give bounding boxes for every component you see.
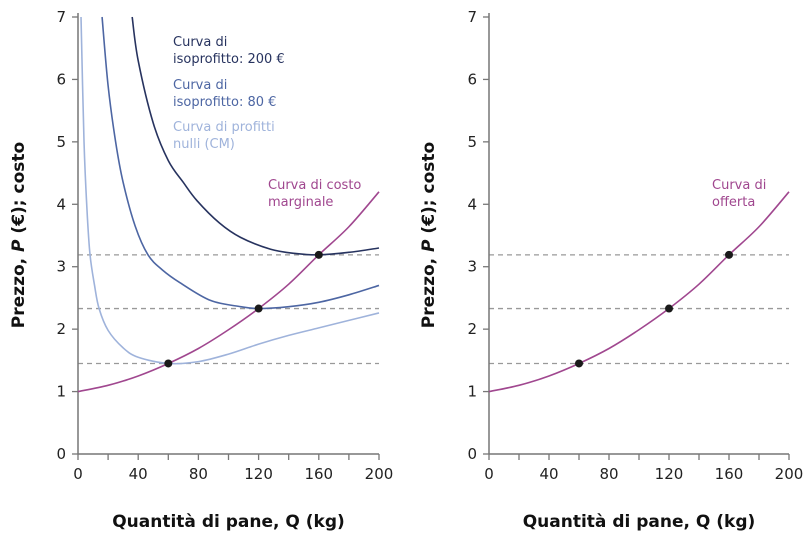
y-axis-label-part: Prezzo, — [9, 252, 29, 328]
series-label: isoprofitto: 80 € — [173, 95, 276, 110]
series-label: offerta — [712, 195, 755, 210]
x-tick-label: 120 — [655, 465, 684, 483]
data-point — [164, 359, 173, 368]
y-axis-label-part: P — [9, 239, 29, 252]
series-line — [77, 191, 380, 393]
data-point — [575, 359, 583, 368]
x-tick-label: 40 — [129, 465, 148, 483]
data-point — [254, 304, 263, 313]
series-label: nulli (CM) — [173, 137, 235, 152]
x-axis-label-part: (kg) — [300, 512, 345, 532]
series-label: Curva di — [712, 178, 766, 193]
data-point — [725, 250, 733, 259]
y-axis-label-part: Prezzo, — [419, 252, 439, 328]
x-axis-label-part: Quantità di pane, — [523, 512, 696, 532]
x-tick-label: 80 — [599, 465, 618, 483]
x-tick-label: 80 — [189, 465, 208, 483]
series-line — [488, 191, 790, 393]
y-axis-label: Prezzo, P (€); costo — [419, 142, 439, 328]
series-label: marginale — [268, 195, 333, 210]
y-tick-label: 6 — [56, 70, 66, 88]
y-tick-label: 3 — [467, 258, 477, 276]
x-axis-label-part: (kg) — [710, 512, 755, 532]
y-axis-label-part: (€); costo — [9, 142, 29, 240]
y-tick-label: 0 — [56, 445, 66, 463]
x-tick-label: 120 — [244, 465, 273, 483]
x-axis-label: Quantità di pane, Q (kg) — [523, 512, 756, 532]
x-axis-label: Quantità di pane, Q (kg) — [112, 512, 345, 532]
y-tick-label: 2 — [56, 320, 66, 338]
x-tick-label: 0 — [73, 465, 83, 483]
x-tick-label: 200 — [775, 465, 804, 483]
x-tick-label: 160 — [304, 465, 333, 483]
profit-curves-chart: 0 1 2 3 4 5 6 7 0 40 80 120 160 200 Quantità di pane, … — [9, 8, 393, 532]
supply-curve-chart: 0 1 2 3 4 5 6 7 0 40 80 120 160 200 Quantità di pane, … — [419, 8, 803, 532]
y-axis-label-part: P — [419, 239, 439, 252]
y-tick-label: 3 — [56, 258, 66, 276]
x-tick-label: 200 — [365, 465, 394, 483]
y-axis-label: Prezzo, P (€); costo — [9, 142, 29, 328]
series-label: Curva di costo — [268, 178, 361, 193]
x-axis-label-part: Quantità di pane, — [112, 512, 285, 532]
y-tick-label: 2 — [467, 320, 477, 338]
x-tick-label: 160 — [715, 465, 744, 483]
data-point — [665, 304, 673, 313]
x-tick-label: 40 — [539, 465, 558, 483]
x-axis-label-part: Q — [696, 512, 710, 532]
y-tick-label: 5 — [467, 133, 477, 151]
data-point — [314, 250, 323, 259]
y-tick-label: 5 — [56, 133, 66, 151]
series-label: Curva di — [173, 35, 227, 50]
x-tick-label: 0 — [484, 465, 494, 483]
y-tick-label: 4 — [56, 195, 66, 213]
y-tick-label: 6 — [467, 70, 477, 88]
y-axis-label-part: (€); costo — [419, 142, 439, 240]
y-tick-label: 0 — [467, 445, 477, 463]
y-tick-label: 7 — [467, 8, 477, 26]
series-label: Curva di — [173, 78, 227, 93]
series-label: isoprofitto: 200 € — [173, 52, 285, 67]
y-tick-label: 1 — [467, 383, 477, 401]
x-axis-label-part: Q — [285, 512, 299, 532]
series-line — [101, 16, 380, 310]
y-tick-label: 4 — [467, 195, 477, 213]
y-tick-label: 1 — [56, 383, 66, 401]
y-tick-label: 7 — [56, 8, 66, 26]
series-line — [80, 16, 380, 365]
series-label: Curva di profitti — [173, 120, 275, 135]
